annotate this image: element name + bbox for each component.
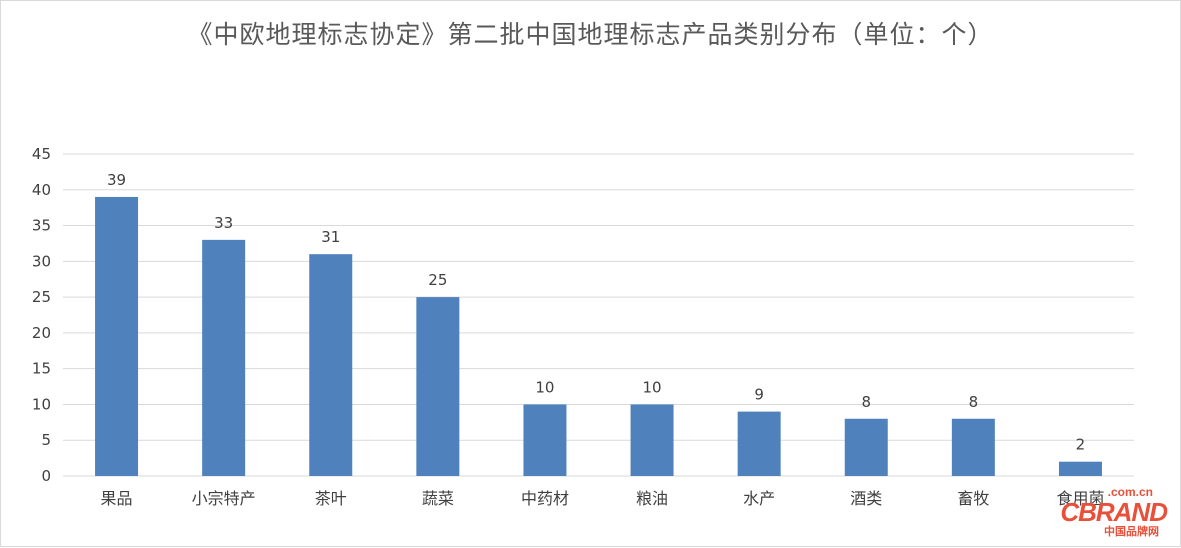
data-label: 8 xyxy=(969,393,979,411)
bar xyxy=(844,418,888,476)
data-label: 39 xyxy=(107,171,126,189)
cbrand-logo: .com.cn CBRAND 中国品牌网 xyxy=(1049,479,1168,541)
y-tick-label: 40 xyxy=(32,181,51,199)
y-tick-label: 15 xyxy=(32,360,51,378)
x-category-label: 食用菌 xyxy=(1056,489,1104,508)
data-label: 31 xyxy=(321,228,340,246)
logo-subtitle-text: 中国品牌网 xyxy=(1104,525,1159,538)
bar xyxy=(202,239,246,476)
bar xyxy=(523,404,567,476)
bar xyxy=(1058,461,1102,476)
y-tick-label: 30 xyxy=(32,252,51,270)
y-tick-label: 20 xyxy=(32,324,51,342)
x-category-label: 畜牧 xyxy=(957,489,989,508)
x-category-label: 中药材 xyxy=(521,489,569,508)
y-tick-label: 10 xyxy=(32,395,51,413)
data-label: 33 xyxy=(214,214,233,232)
bar xyxy=(416,297,460,476)
bar xyxy=(951,418,995,476)
x-category-label: 茶叶 xyxy=(315,489,347,508)
x-category-label: 小宗特产 xyxy=(192,489,256,508)
bar xyxy=(309,254,353,476)
bar xyxy=(737,411,781,476)
data-label: 8 xyxy=(861,393,871,411)
data-label: 9 xyxy=(754,386,764,404)
logo-domain-text: .com.cn xyxy=(1107,485,1153,499)
data-label: 2 xyxy=(1076,436,1086,454)
x-category-label: 水产 xyxy=(743,489,775,508)
logo-brand-text: CBRAND xyxy=(1060,497,1168,527)
bar xyxy=(95,196,139,476)
data-label: 10 xyxy=(535,378,554,396)
bar xyxy=(630,404,674,476)
chart-title: 《中欧地理标志协定》第二批中国地理标志产品类别分布（单位：个） xyxy=(187,20,994,49)
data-label: 25 xyxy=(428,271,447,289)
data-label: 10 xyxy=(643,378,662,396)
y-tick-label: 45 xyxy=(32,145,51,163)
x-category-label: 蔬菜 xyxy=(422,489,454,508)
y-tick-label: 35 xyxy=(32,217,51,235)
y-tick-label: 5 xyxy=(41,431,51,449)
x-category-label: 果品 xyxy=(101,489,133,508)
y-tick-label: 25 xyxy=(32,288,51,306)
x-category-label: 粮油 xyxy=(636,489,668,508)
x-category-label: 酒类 xyxy=(850,489,882,508)
y-tick-label: 0 xyxy=(41,467,51,485)
